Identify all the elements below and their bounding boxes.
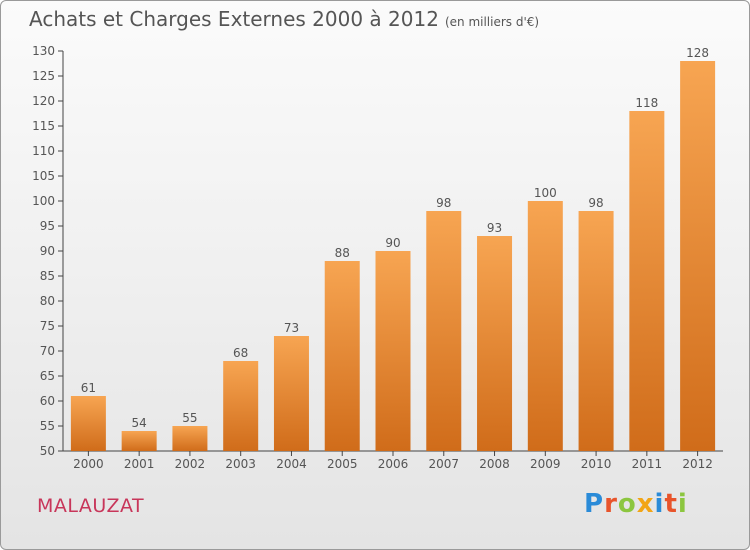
x-tick-label: 2004 xyxy=(276,457,307,471)
y-tick-label: 65 xyxy=(40,369,55,383)
y-tick-label: 75 xyxy=(40,319,55,333)
bar-2010 xyxy=(578,211,614,451)
y-tick-label: 130 xyxy=(32,44,55,58)
bar-2002 xyxy=(172,426,208,451)
data-label: 73 xyxy=(284,321,299,335)
y-tick-label: 85 xyxy=(40,269,55,283)
logo-letter: o xyxy=(617,489,637,519)
data-label: 88 xyxy=(335,246,350,260)
data-label: 100 xyxy=(534,186,557,200)
value-labels: 61 54 55 68 73 88 90 98 93 100 98 118 128 xyxy=(81,46,709,430)
town-name: MALAUZAT xyxy=(37,495,145,517)
chart-title: Achats et Charges Externes 2000 à 2012 (e… xyxy=(29,7,539,31)
y-tick-label: 120 xyxy=(32,94,55,108)
y-tick-label: 90 xyxy=(40,244,55,258)
data-label: 90 xyxy=(385,236,400,250)
logo-letter: x xyxy=(636,489,655,519)
bar-2009 xyxy=(527,201,563,451)
logo-letter: i xyxy=(677,489,688,519)
x-tick-label: 2010 xyxy=(581,457,612,471)
chart-subtitle: (en milliers d'€) xyxy=(444,15,540,29)
data-label: 93 xyxy=(487,221,502,235)
chart-title-text: Achats et Charges Externes 2000 à 2012 xyxy=(29,7,439,31)
data-label: 54 xyxy=(132,416,147,430)
proxiti-logo: Proxiti xyxy=(584,489,688,519)
y-tick-label: 115 xyxy=(32,119,55,133)
y-tick-label: 125 xyxy=(32,69,55,83)
bar-2006 xyxy=(375,251,411,451)
y-tick-label: 60 xyxy=(40,394,55,408)
x-tick-label: 2008 xyxy=(479,457,510,471)
data-label: 98 xyxy=(436,196,451,210)
y-tick-label: 80 xyxy=(40,294,55,308)
bar-2004 xyxy=(273,336,309,451)
data-label: 55 xyxy=(182,411,197,425)
logo-letter: P xyxy=(584,489,605,519)
data-label: 128 xyxy=(686,46,709,60)
bar-2007 xyxy=(426,211,462,451)
bar-2001 xyxy=(121,431,157,451)
x-tick-label: 2006 xyxy=(378,457,409,471)
bar-2005 xyxy=(324,261,360,451)
x-tick-label: 2000 xyxy=(73,457,104,471)
data-label: 68 xyxy=(233,346,248,360)
logo-letter: t xyxy=(664,489,678,519)
y-tick-label: 110 xyxy=(32,144,55,158)
x-tick-label: 2005 xyxy=(327,457,358,471)
logo-letter: r xyxy=(604,489,618,519)
logo-letter: i xyxy=(654,489,665,519)
x-tick-label: 2007 xyxy=(428,457,459,471)
bar-2003 xyxy=(223,361,259,451)
axes: 50 55 60 65 70 75 80 85 90 95 100 105 110 115 120 125 13… xyxy=(32,44,723,471)
y-tick-label: 50 xyxy=(40,444,55,458)
y-tick-label: 95 xyxy=(40,219,55,233)
y-tick-label: 100 xyxy=(32,194,55,208)
bars xyxy=(70,61,716,451)
x-tick-label: 2001 xyxy=(124,457,155,471)
data-label: 61 xyxy=(81,381,96,395)
data-label: 98 xyxy=(588,196,603,210)
data-label: 118 xyxy=(635,96,658,110)
x-tick-label: 2012 xyxy=(682,457,713,471)
bar-2000 xyxy=(70,396,106,451)
x-tick-label: 2003 xyxy=(225,457,256,471)
y-tick-label: 55 xyxy=(40,419,55,433)
bar-2012 xyxy=(680,61,716,451)
bar-2008 xyxy=(477,236,513,451)
x-tick-label: 2009 xyxy=(530,457,561,471)
x-tick-label: 2011 xyxy=(632,457,663,471)
y-tick-label: 70 xyxy=(40,344,55,358)
y-tick-label: 105 xyxy=(32,169,55,183)
bar-2011 xyxy=(629,111,665,451)
x-tick-label: 2002 xyxy=(175,457,206,471)
